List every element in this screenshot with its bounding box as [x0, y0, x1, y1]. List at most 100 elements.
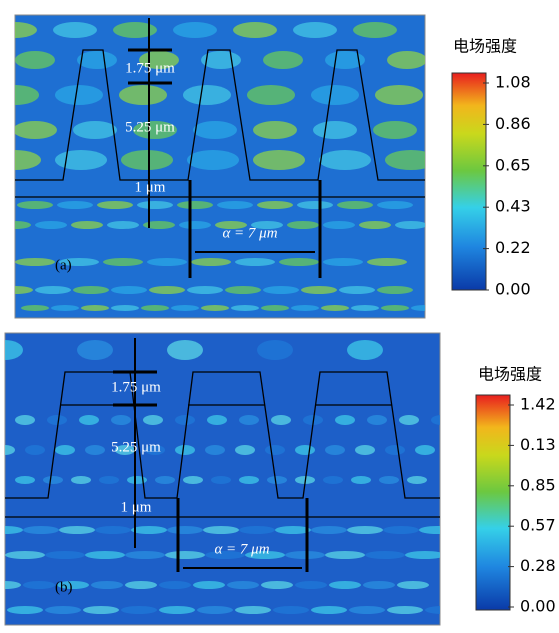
field-pattern [17, 201, 53, 209]
field-pattern [231, 305, 259, 311]
field-pattern [211, 476, 231, 484]
field-pattern [351, 476, 371, 484]
field-pattern [321, 305, 349, 311]
field-pattern [25, 445, 45, 455]
field-pattern [311, 85, 359, 105]
field-pattern [239, 526, 275, 534]
field-pattern [323, 476, 343, 484]
field-pattern [167, 340, 203, 360]
period-label: α = 7 μm [222, 225, 277, 241]
field-pattern [415, 445, 435, 455]
field-pattern [155, 476, 175, 484]
field-pattern [45, 606, 81, 614]
colorbar-tick-label: 0.57 [520, 516, 556, 535]
field-pattern [73, 121, 117, 139]
field-pattern [143, 221, 175, 229]
field-pattern [23, 526, 59, 534]
field-pattern [253, 150, 305, 170]
field-pattern [405, 551, 445, 559]
field-pattern [85, 445, 105, 455]
field-pattern [225, 286, 261, 294]
field-pattern [349, 606, 385, 614]
field-pattern [295, 445, 315, 455]
field-pattern [81, 305, 109, 311]
field-pattern [271, 415, 291, 425]
field-pattern [191, 258, 231, 266]
field-pattern [261, 305, 289, 311]
field-pattern [339, 286, 375, 294]
field-pattern [207, 415, 227, 425]
field-pattern [15, 258, 55, 266]
field-pattern [329, 581, 361, 589]
field-pattern [165, 551, 205, 559]
field-pattern [35, 221, 67, 229]
field-pattern [193, 121, 237, 139]
field-pattern [55, 85, 103, 105]
field-pattern [47, 415, 67, 425]
field-pattern [381, 305, 409, 311]
field-pattern [359, 221, 391, 229]
field-pattern [263, 286, 299, 294]
field-pattern [337, 201, 373, 209]
colorbar-tick-label: 0.86 [495, 114, 531, 133]
field-pattern [171, 305, 199, 311]
dimension-label: 5.25 μm [111, 439, 161, 455]
field-pattern [351, 305, 379, 311]
field-pattern [7, 606, 43, 614]
field-pattern [53, 22, 97, 38]
field-pattern [411, 305, 439, 311]
field-pattern [425, 606, 461, 614]
field-pattern [141, 305, 169, 311]
field-pattern [113, 22, 157, 38]
field-pattern [363, 581, 395, 589]
field-pattern [347, 526, 383, 534]
colorbar-tick-label: 0.43 [495, 197, 531, 216]
field-pattern [375, 85, 423, 105]
field-pattern [43, 476, 63, 484]
field-pattern [0, 221, 31, 229]
field-pattern [111, 415, 131, 425]
dimension-label: 1.75 μm [125, 60, 175, 76]
field-pattern [395, 221, 427, 229]
field-pattern [407, 476, 427, 484]
field-pattern [147, 258, 187, 266]
colorbar-tick-label: 0.22 [495, 238, 531, 257]
field-pattern [265, 445, 285, 455]
period-label: α = 7 μm [214, 541, 269, 557]
field-pattern [235, 606, 271, 614]
field-pattern [77, 340, 113, 360]
field-pattern [301, 286, 337, 294]
field-pattern [173, 22, 217, 38]
field-pattern [71, 221, 103, 229]
panel-label: (a) [55, 257, 72, 273]
field-pattern [355, 445, 375, 455]
field-pattern [325, 445, 345, 455]
field-pattern [187, 286, 223, 294]
field-pattern [15, 415, 35, 425]
field-pattern [131, 526, 167, 534]
field-pattern [121, 150, 173, 170]
colorbar-tick-label: 1.42 [520, 395, 556, 414]
field-pattern [137, 201, 173, 209]
field-pattern [347, 340, 383, 360]
field-pattern [183, 476, 203, 484]
field-pattern [15, 476, 35, 484]
field-pattern [95, 526, 131, 534]
field-pattern [83, 606, 119, 614]
field-pattern [247, 85, 295, 105]
field-pattern [21, 305, 49, 311]
field-pattern [227, 581, 259, 589]
colorbar-tick-label: 0.65 [495, 155, 531, 174]
field-pattern [149, 286, 185, 294]
field-pattern [55, 445, 75, 455]
field-pattern [311, 526, 347, 534]
field-pattern [201, 305, 229, 311]
field-pattern [295, 581, 327, 589]
field-pattern [285, 551, 325, 559]
field-pattern [297, 201, 333, 209]
dimension-label: 1.75 μm [111, 379, 161, 395]
field-pattern [319, 150, 371, 170]
field-pattern [377, 201, 413, 209]
field-pattern [397, 581, 429, 589]
field-pattern [367, 415, 387, 425]
